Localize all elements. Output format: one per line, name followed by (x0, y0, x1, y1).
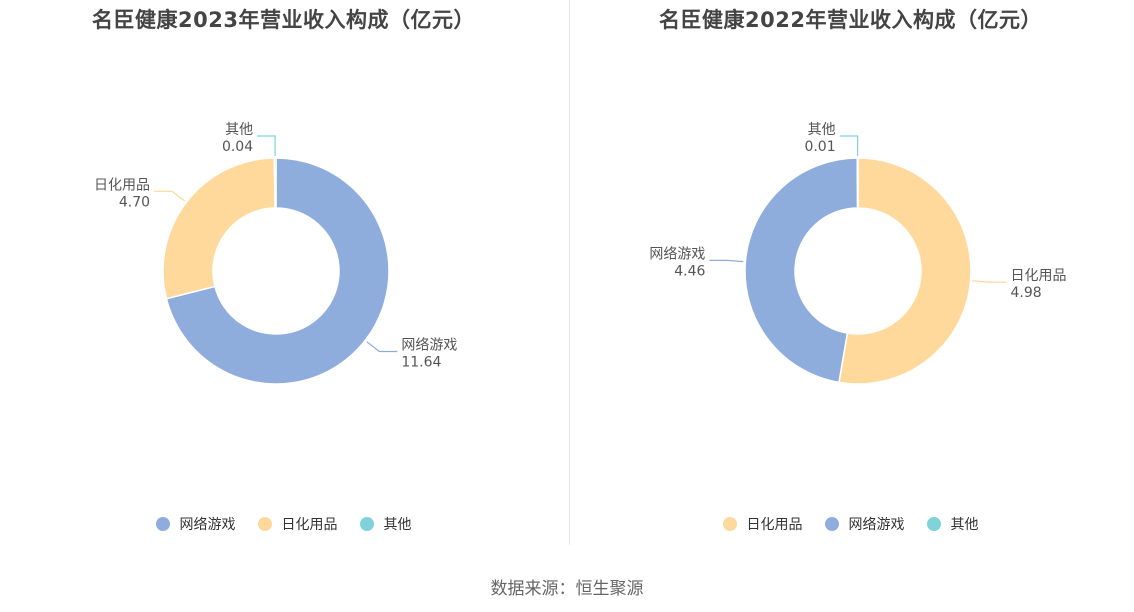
legend-marker (155, 517, 170, 531)
legend-item-2022-0[interactable]: 日化用品 (722, 514, 803, 534)
chart-title-2022: 名臣健康2022年营业收入构成（亿元） (659, 8, 1042, 32)
leader-line-1 (154, 190, 186, 202)
slice-value-1: 4.46 (674, 263, 705, 279)
legend-marker (926, 517, 941, 531)
legend-item-2023-1[interactable]: 日化用品 (257, 514, 338, 534)
slice-1[interactable] (162, 157, 276, 300)
legend-label: 其他 (383, 517, 412, 533)
slice-2[interactable] (856, 157, 859, 209)
legend-label: 日化用品 (281, 517, 338, 533)
legend-item-2023-0[interactable]: 网络游戏 (155, 514, 236, 534)
slice-value-0: 11.64 (401, 354, 441, 370)
slice-0[interactable] (838, 157, 972, 385)
chart-panel-2022: 名臣健康2022年营业收入构成（亿元） 日化用品 4.98 网络游戏 4.46 其他 0.… (567, 0, 1134, 545)
chart-title-2023: 名臣健康2023年营业收入构成（亿元） (92, 8, 475, 32)
legend-marker (257, 517, 272, 531)
slice-value-1: 4.70 (119, 194, 150, 210)
slice-label-1: 日化用品 (94, 177, 150, 193)
slice-label-2: 其他 (808, 122, 836, 138)
legend-2022: 日化用品 网络游戏 其他 (567, 514, 1134, 534)
legend-item-2022-1[interactable]: 网络游戏 (824, 514, 905, 534)
legend-label: 日化用品 (746, 517, 803, 533)
legend-item-2022-2[interactable]: 其他 (926, 514, 979, 534)
slice-label-1: 网络游戏 (649, 246, 705, 262)
slice-label-2: 其他 (225, 122, 253, 138)
slice-0[interactable] (165, 157, 390, 385)
slice-value-0: 4.98 (1011, 285, 1042, 301)
legend-item-2023-2[interactable]: 其他 (359, 514, 412, 534)
leader-line-0 (366, 341, 398, 353)
slice-label-0: 网络游戏 (401, 337, 457, 353)
legend-label: 网络游戏 (848, 517, 905, 533)
slice-label-0: 日化用品 (1011, 268, 1067, 284)
leader-line-2 (839, 135, 859, 157)
legend-2023: 网络游戏 日化用品 其他 (0, 514, 567, 534)
panel-divider (569, 0, 570, 545)
chart-panel-2023: 名臣健康2023年营业收入构成（亿元） 网络游戏 11.64 日化用品 4.70 其他 0… (0, 0, 567, 545)
slice-value-2: 0.04 (222, 139, 253, 155)
legend-marker (359, 517, 374, 531)
slice-value-2: 0.01 (804, 139, 835, 155)
slice-2[interactable] (273, 157, 277, 209)
legend-label: 网络游戏 (179, 517, 236, 533)
leader-line-0 (972, 280, 1007, 283)
slice-1[interactable] (744, 157, 859, 384)
leader-line-1 (709, 259, 744, 263)
legend-label: 其他 (950, 517, 979, 533)
data-source: 数据来源：恒生聚源 (490, 579, 644, 599)
legend-marker (824, 517, 839, 531)
leader-line-2 (257, 135, 276, 157)
legend-marker (722, 517, 737, 531)
